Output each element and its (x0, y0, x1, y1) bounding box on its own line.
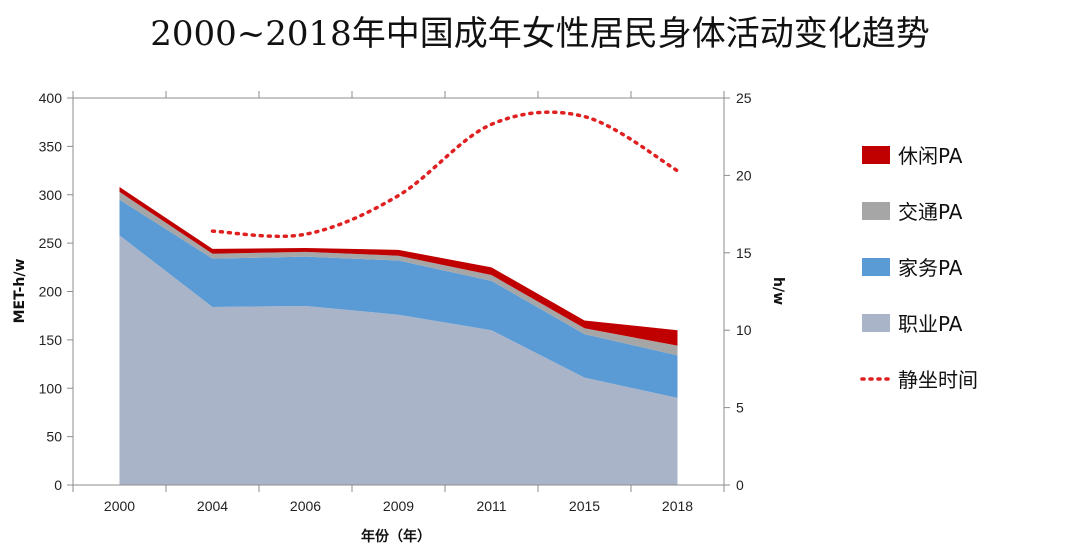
legend-label: 职业PA (898, 312, 963, 336)
y2-tick-label: 25 (736, 90, 752, 106)
y2-tick-labels: 0 5 10 15 20 25 (736, 90, 752, 493)
x-tick-label: 2006 (290, 498, 321, 514)
y2-tick-label: 0 (736, 477, 744, 493)
x-tick-label: 2015 (569, 498, 600, 514)
legend-label: 静坐时间 (898, 368, 978, 392)
x-tick-label: 2018 (662, 498, 693, 514)
x-tick-label: 2011 (476, 498, 506, 514)
area-series-4 (119, 187, 678, 346)
y-tick-label: 250 (39, 235, 63, 251)
area-series-2 (119, 199, 678, 398)
y-tick-labels: 0 50 100 150 200 250 300 350 400 (39, 90, 63, 493)
y-tick-label: 150 (39, 332, 63, 348)
x-tick-label: 2004 (197, 498, 228, 514)
y2-axis-title: h/w (770, 277, 786, 305)
x-tick-label: 2009 (383, 498, 414, 514)
chart-title: 2000~2018年中国成年女性居民身体活动变化趋势 (150, 14, 930, 54)
axes (67, 91, 730, 492)
legend-swatch (862, 146, 890, 164)
area-layers (119, 187, 678, 485)
y2-tick-label: 15 (736, 245, 752, 261)
x-axis-title: 年份（年） (361, 528, 431, 545)
legend-swatch (862, 258, 890, 276)
legend-label: 休闲PA (898, 144, 963, 168)
y-tick-label: 350 (39, 138, 63, 154)
sedentary-line (210, 110, 680, 239)
y2-tick-label: 20 (736, 167, 752, 183)
legend-swatch (862, 202, 890, 220)
sedentary-line-layer (210, 110, 680, 239)
legend-swatch (862, 314, 890, 332)
x-tick-label: 2000 (104, 498, 135, 514)
area-series-1 (119, 235, 678, 485)
y-tick-label: 0 (54, 477, 62, 493)
y-tick-label: 50 (46, 429, 62, 445)
legend: 休闲PA 交通PA 家务PA 职业PA 静坐时间 (860, 144, 978, 392)
y-tick-label: 200 (39, 284, 63, 300)
y2-tick-label: 10 (736, 322, 752, 338)
y2-tick-label: 5 (736, 400, 744, 416)
legend-label: 交通PA (898, 200, 963, 224)
y-tick-label: 300 (39, 187, 63, 203)
area-series-3 (119, 191, 678, 356)
y-tick-label: 400 (39, 90, 63, 106)
x-tick-labels: 2000 2004 2006 2009 2011 2015 2018 (104, 498, 693, 514)
legend-label: 家务PA (898, 256, 963, 280)
y-tick-label: 100 (39, 380, 63, 396)
y-axis-title: MET-h/w (12, 259, 28, 324)
